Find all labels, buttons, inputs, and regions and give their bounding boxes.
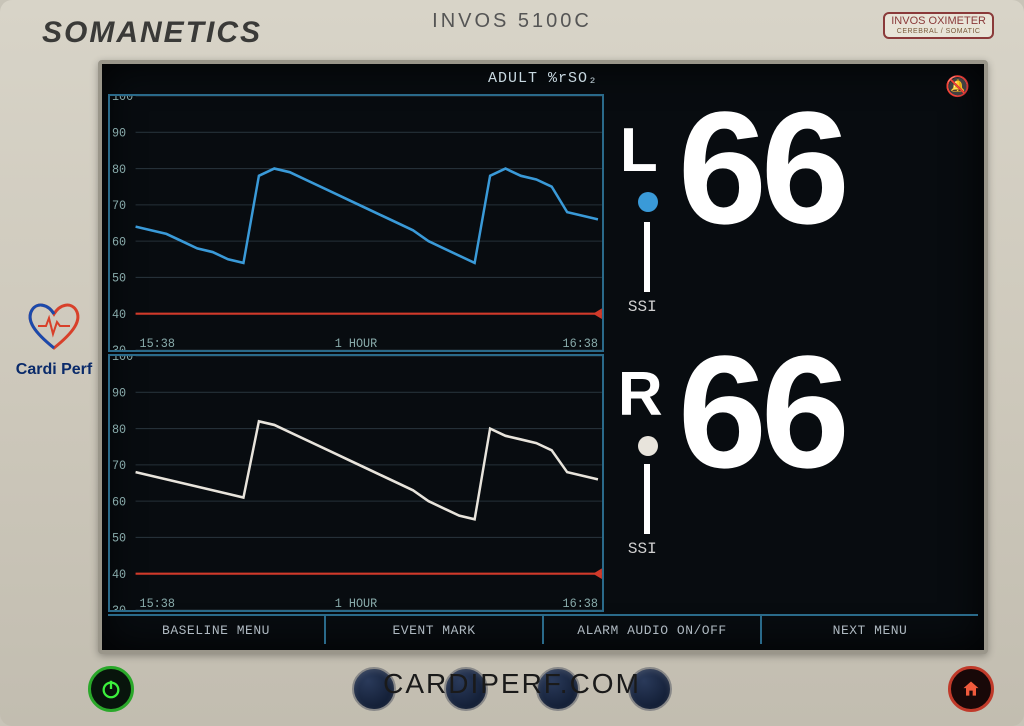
svg-text:60: 60 (112, 495, 126, 510)
watermark-logo-text: Cardi Perf (4, 361, 104, 379)
main-area: 30 40 50 60 70 80 90 100 15:38 1 HOUR 16:38 30 40 50… (108, 94, 978, 614)
svg-text:70: 70 (112, 459, 126, 474)
right-ssi-label: SSI (628, 540, 657, 558)
right-indicator-dot (638, 436, 658, 456)
charts-column: 30 40 50 60 70 80 90 100 15:38 1 HOUR 16:38 30 40 50… (108, 94, 604, 614)
right-value: 66 (678, 344, 844, 480)
oximeter-badge-title: INVOS OXIMETER (891, 16, 986, 28)
svg-text:15:38: 15:38 (140, 596, 175, 610)
svg-text:16:38: 16:38 (563, 596, 598, 610)
left-ssi-label: SSI (628, 298, 657, 316)
menu-next[interactable]: NEXT MENU (762, 616, 978, 644)
svg-text:40: 40 (112, 568, 126, 583)
svg-text:16:38: 16:38 (563, 336, 598, 350)
right-channel-label: R (618, 364, 663, 426)
brand-logo: SOMANETICS (42, 16, 262, 50)
svg-text:90: 90 (112, 386, 126, 401)
values-column: L SSI 66 R SSI 66 (608, 94, 978, 614)
svg-text:15:38: 15:38 (140, 336, 175, 350)
svg-text:50: 50 (112, 271, 126, 286)
watermark-url: CARDIPERF.COM (383, 668, 641, 700)
svg-text:1 HOUR: 1 HOUR (335, 336, 378, 350)
svg-text:90: 90 (112, 126, 126, 141)
svg-text:100: 100 (112, 96, 133, 104)
left-channel-label: L (620, 120, 658, 182)
monitor-screen: ADULT %rSO₂ 🔕 3040506070809010015:381 HO… (98, 60, 988, 654)
svg-text:70: 70 (112, 199, 126, 214)
model-label: INVOS 5100C (432, 10, 592, 33)
heart-icon (4, 300, 104, 361)
svg-text:40: 40 (112, 308, 126, 323)
menu-alarm-audio[interactable]: ALARM AUDIO ON/OFF (544, 616, 762, 644)
chart-right: 30 40 50 60 70 80 90 100 15:38 1 HOUR 16:38 (108, 354, 604, 612)
oximeter-badge-sub: CEREBRAL / SOMATIC (891, 28, 986, 35)
right-signal-bar (644, 464, 650, 534)
left-indicator-dot (638, 192, 658, 212)
screen-title: ADULT %rSO₂ (108, 70, 978, 94)
oximeter-badge: INVOS OXIMETER CEREBRAL / SOMATIC (883, 12, 994, 39)
left-value: 66 (678, 100, 844, 236)
svg-text:50: 50 (112, 531, 126, 546)
home-button[interactable] (948, 666, 994, 712)
menu-bar: BASELINE MENU EVENT MARK ALARM AUDIO ON/… (108, 614, 978, 644)
svg-text:1 HOUR: 1 HOUR (335, 596, 378, 610)
menu-event-mark[interactable]: EVENT MARK (326, 616, 544, 644)
svg-text:100: 100 (112, 356, 133, 364)
watermark-logo: Cardi Perf (4, 300, 104, 379)
svg-text:80: 80 (112, 422, 126, 437)
left-signal-bar (644, 222, 650, 292)
svg-text:30: 30 (112, 604, 126, 610)
svg-text:30: 30 (112, 344, 126, 350)
svg-text:60: 60 (112, 235, 126, 250)
svg-text:80: 80 (112, 162, 126, 177)
chart-left: 30 40 50 60 70 80 90 100 15:38 1 HOUR 16:38 (108, 94, 604, 352)
menu-baseline[interactable]: BASELINE MENU (108, 616, 326, 644)
